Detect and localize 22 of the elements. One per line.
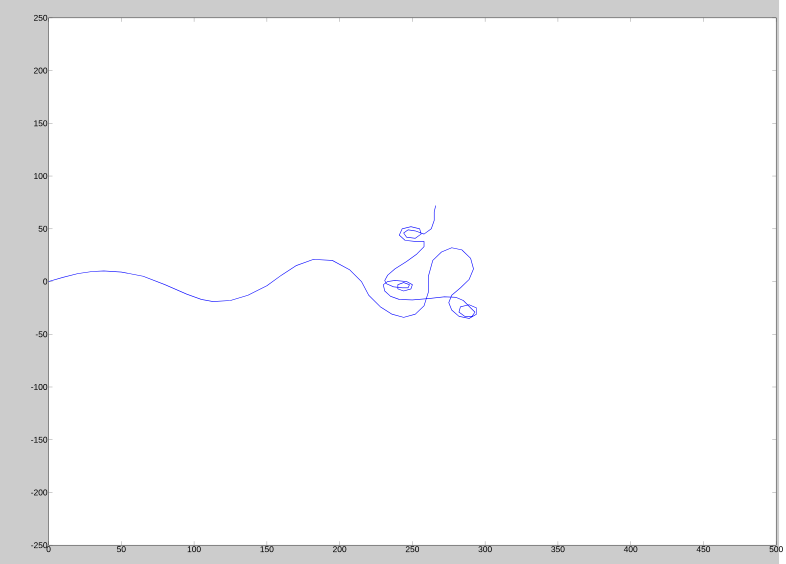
x-tick-label: 350 [551,546,565,552]
y-tick-label: -50 [36,331,48,338]
x-tick-label: 300 [478,546,492,552]
x-tick-label: 50 [117,546,126,552]
y-tick-label: 250 [34,14,48,21]
y-tick-label: -250 [31,542,48,548]
y-tick-label: -150 [31,436,48,443]
y-tick-label: 200 [34,68,48,74]
x-tick-label: 400 [624,546,638,552]
x-tick-label: 100 [188,546,201,552]
y-tick-label: 100 [34,173,48,179]
y-tick-label: 150 [34,120,48,126]
x-tick-label: 450 [696,546,710,552]
y-tick-label: 50 [38,226,48,232]
y-tick-label: -100 [31,384,48,390]
x-tick-label: 500 [770,546,783,552]
y-tick-label: -200 [31,489,48,496]
x-tick-label: 150 [260,546,274,552]
line-series [48,205,477,319]
y-tick-label: 0 [43,278,48,284]
x-tick-label: 250 [406,546,420,552]
x-tick-label: 200 [333,546,346,552]
